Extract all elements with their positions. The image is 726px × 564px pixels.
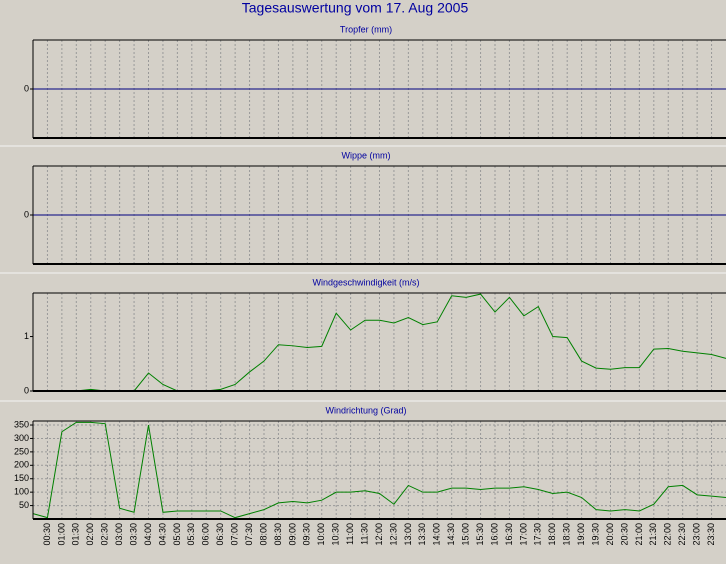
x-tick-label: 07:30 xyxy=(244,523,254,546)
y-tick-label: 50 xyxy=(19,500,29,510)
x-tick-label: 18:00 xyxy=(547,523,557,546)
x-tick-label: 13:00 xyxy=(403,523,413,546)
x-tick-label: 15:00 xyxy=(461,523,471,546)
y-tick-label: 150 xyxy=(14,473,29,483)
x-tick-label: 22:30 xyxy=(677,523,687,546)
y-tick-label: 250 xyxy=(14,446,29,456)
x-tick-label: 08:30 xyxy=(273,523,283,546)
y-tick-label: 1 xyxy=(24,331,29,341)
y-tick-label: 0 xyxy=(24,385,29,395)
x-tick-label: 09:00 xyxy=(287,523,297,546)
x-tick-label: 20:00 xyxy=(605,523,615,546)
x-tick-label: 06:30 xyxy=(215,523,225,546)
x-tick-label: 01:00 xyxy=(56,523,66,546)
x-tick-label: 17:30 xyxy=(533,523,543,546)
x-tick-label: 04:00 xyxy=(143,523,153,546)
x-tick-label: 14:30 xyxy=(446,523,456,546)
chart-title: Wippe (mm) xyxy=(342,150,391,160)
x-tick-label: 05:00 xyxy=(172,523,182,546)
x-tick-label: 03:30 xyxy=(128,523,138,546)
x-tick-label: 22:00 xyxy=(663,523,673,546)
x-tick-label: 15:30 xyxy=(475,523,485,546)
x-tick-label: 19:30 xyxy=(590,523,600,546)
page-title: Tagesauswertung vom 17. Aug 2005 xyxy=(242,0,469,16)
x-tick-label: 20:30 xyxy=(619,523,629,546)
x-tick-label: 07:00 xyxy=(230,523,240,546)
x-tick-label: 01:30 xyxy=(71,523,81,546)
x-tick-label: 02:30 xyxy=(100,523,110,546)
x-tick-label: 10:30 xyxy=(331,523,341,546)
x-tick-label: 12:30 xyxy=(388,523,398,546)
x-tick-label: 05:30 xyxy=(186,523,196,546)
chart-title: Windrichtung (Grad) xyxy=(325,405,406,415)
x-tick-label: 18:30 xyxy=(562,523,572,546)
y-tick-label: 100 xyxy=(14,487,29,497)
x-tick-label: 02:00 xyxy=(85,523,95,546)
y-tick-label: 350 xyxy=(14,419,29,429)
data-line xyxy=(32,421,726,519)
chart-title: Windgeschwindigkeit (m/s) xyxy=(312,277,419,287)
x-tick-label: 17:00 xyxy=(518,523,528,546)
y-tick-label: 0 xyxy=(24,209,29,219)
x-tick-label: 21:30 xyxy=(648,523,658,546)
x-tick-label: 16:30 xyxy=(504,523,514,546)
x-tick-label: 14:00 xyxy=(432,523,442,546)
x-tick-label: 23:00 xyxy=(692,523,702,546)
x-tick-label: 03:00 xyxy=(114,523,124,546)
x-tick-label: 08:00 xyxy=(258,523,268,546)
x-tick-label: 00:30 xyxy=(42,523,52,546)
x-tick-label: 09:30 xyxy=(302,523,312,546)
x-tick-label: 13:30 xyxy=(417,523,427,546)
x-tick-label: 10:00 xyxy=(316,523,326,546)
x-tick-label: 04:30 xyxy=(157,523,167,546)
x-tick-label: 19:00 xyxy=(576,523,586,546)
x-tick-label: 16:00 xyxy=(489,523,499,546)
x-tick-label: 12:00 xyxy=(374,523,384,546)
x-tick-label: 06:00 xyxy=(201,523,211,546)
x-tick-label: 23:30 xyxy=(706,523,716,546)
x-tick-label: 21:00 xyxy=(634,523,644,546)
y-tick-label: 0 xyxy=(24,83,29,93)
y-tick-label: 300 xyxy=(14,433,29,443)
chart-title: Tropfer (mm) xyxy=(340,24,392,34)
y-tick-label: 200 xyxy=(14,460,29,470)
data-line xyxy=(33,293,726,392)
x-tick-label: 11:30 xyxy=(359,523,369,545)
x-tick-label: 11:00 xyxy=(345,523,355,545)
